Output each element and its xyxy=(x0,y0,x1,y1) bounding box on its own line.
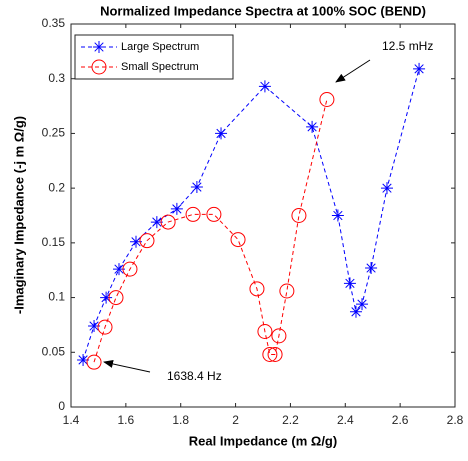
data-point xyxy=(206,206,222,222)
y-tick-label: 0.2 xyxy=(48,180,65,194)
data-point xyxy=(77,353,90,366)
data-point xyxy=(365,262,378,275)
y-tick-label: 0.15 xyxy=(42,235,66,249)
x-tick-label: 2.6 xyxy=(392,413,409,427)
data-point xyxy=(139,233,155,249)
data-point xyxy=(257,323,273,339)
y-tick-label: 0.35 xyxy=(42,16,66,30)
legend-label: Large Spectrum xyxy=(121,41,199,53)
x-axis-label: Real Impedance (m Ω/g) xyxy=(189,433,337,448)
data-point xyxy=(343,277,356,290)
y-tick-label: 0.25 xyxy=(42,126,66,140)
data-point xyxy=(319,92,335,108)
x-tick-label: 2 xyxy=(232,413,239,427)
legend-marker xyxy=(93,41,105,53)
data-point xyxy=(356,298,369,311)
data-point xyxy=(150,216,163,229)
annotation: 1638.4 Hz xyxy=(167,369,222,383)
data-point xyxy=(100,291,113,304)
x-tick-label: 1.6 xyxy=(118,413,135,427)
x-tick-label: 1.4 xyxy=(63,413,80,427)
data-point xyxy=(190,181,203,194)
legend-box xyxy=(74,34,234,80)
series-line xyxy=(82,68,420,361)
y-tick-label: 0.05 xyxy=(42,344,66,358)
annotation: 12.5 mHz xyxy=(382,39,433,53)
data-point xyxy=(258,80,271,93)
data-point xyxy=(97,319,113,335)
x-tick-label: 1.8 xyxy=(172,413,189,427)
legend-label: Small Spectrum xyxy=(121,61,199,73)
data-point xyxy=(271,328,287,344)
x-tick-label: 2.8 xyxy=(447,413,464,427)
data-point xyxy=(267,346,283,362)
chart-title: Normalized Impedance Spectra at 100% SOC… xyxy=(100,3,426,18)
data-point xyxy=(249,281,265,297)
data-point xyxy=(413,62,426,75)
x-tick-label: 2.4 xyxy=(337,413,354,427)
annotation-arrow xyxy=(103,360,151,373)
data-point xyxy=(86,354,102,370)
data-point xyxy=(349,305,362,318)
data-point xyxy=(122,261,138,277)
data-point xyxy=(88,320,101,333)
data-point xyxy=(130,235,143,248)
data-point xyxy=(291,208,307,223)
series-line xyxy=(93,99,328,363)
data-point xyxy=(170,202,183,215)
y-tick-label: 0.1 xyxy=(48,290,65,304)
x-tick-label: 2.2 xyxy=(282,413,299,427)
y-axis-label: -Imaginary Impedance (-j m Ω/g) xyxy=(11,116,26,314)
data-point xyxy=(331,209,344,222)
data-point xyxy=(160,214,176,230)
legend-marker xyxy=(91,59,107,75)
data-point xyxy=(262,346,278,362)
plot-frame xyxy=(70,23,456,408)
y-tick-label: 0 xyxy=(58,399,65,413)
data-point xyxy=(306,120,319,133)
data-point xyxy=(215,127,228,140)
data-point xyxy=(108,290,124,306)
annotation-arrow xyxy=(335,59,371,83)
y-tick-label: 0.3 xyxy=(48,71,65,85)
data-point xyxy=(230,232,246,248)
data-point xyxy=(380,182,393,195)
data-point xyxy=(279,283,295,299)
data-point xyxy=(185,206,201,222)
data-point xyxy=(113,263,125,276)
